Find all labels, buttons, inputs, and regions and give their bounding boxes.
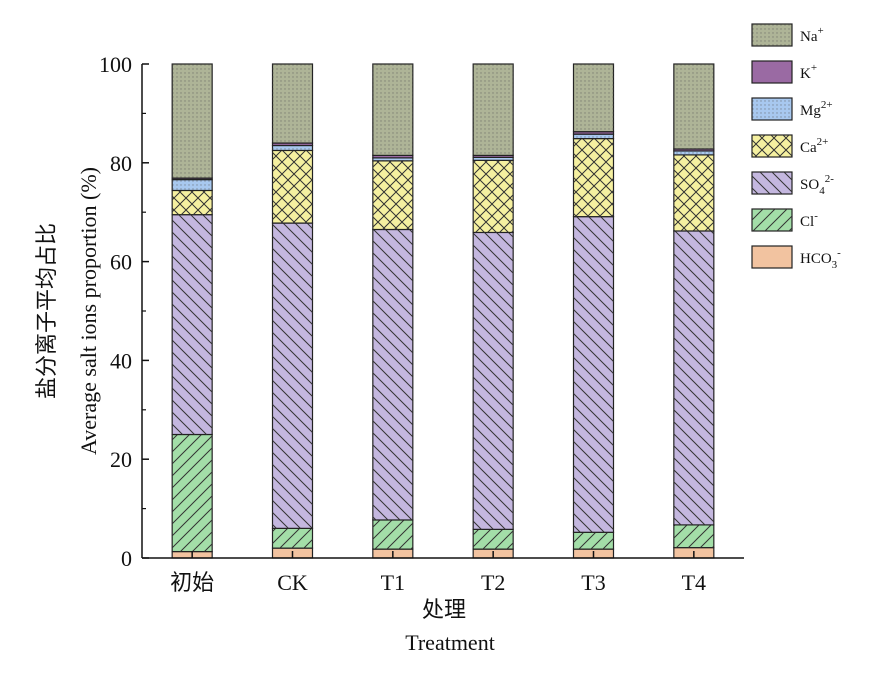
bar-1-cl <box>171 433 213 553</box>
y-axis: 0 20 40 60 80 100 <box>99 52 149 571</box>
y-axis-title-english: Average salt ions proportion (%) <box>76 167 101 455</box>
legend-label: Na+ <box>800 25 824 45</box>
bar-2-na <box>271 63 314 144</box>
legend-label: HCO3- <box>800 247 841 271</box>
y-tick-label: 100 <box>99 52 132 77</box>
bar-4-na <box>472 63 514 156</box>
x-axis-title-chinese: 处理 <box>422 597 466 622</box>
bar-2-ca2 <box>271 149 314 224</box>
legend-item-hco3: HCO3- <box>751 245 841 271</box>
bar-5-ca2 <box>572 137 615 218</box>
x-tick-label-6: T4 <box>682 570 706 595</box>
bar-6-na <box>673 63 715 150</box>
legend-item-so42: SO42- <box>751 171 834 197</box>
y-tick-label: 60 <box>110 250 132 275</box>
bar-5-na <box>572 63 615 133</box>
bar-6-so42 <box>673 230 715 526</box>
x-tick-label-1: 初始 <box>170 570 214 595</box>
legend-label: Mg2+ <box>800 99 833 119</box>
legend: Na+ K+ Mg2+ Ca2+ SO42- Cl- HCO3- <box>751 23 841 271</box>
x-tick-label-4: T2 <box>481 570 505 595</box>
bar-1-na <box>171 63 213 179</box>
legend-item-k: K+ <box>751 60 817 84</box>
legend-label: Ca2+ <box>800 136 828 156</box>
legend-item-ca2: Ca2+ <box>751 134 828 158</box>
bar-6-cl <box>673 524 715 549</box>
x-axis-title-english: Treatment <box>405 630 495 655</box>
bar-6-ca2 <box>673 154 715 232</box>
legend-item-mg2: Mg2+ <box>751 97 833 121</box>
bar-3-so42 <box>372 228 414 521</box>
legend-swatch <box>751 60 793 84</box>
y-axis-title-chinese: 盐分离子平均占比 <box>34 223 59 399</box>
bar-3-cl <box>372 519 414 550</box>
y-tick-label: 20 <box>110 447 132 472</box>
y-tick-label: 0 <box>121 546 132 571</box>
bars-group <box>171 63 715 559</box>
bar-4-cl <box>472 528 514 550</box>
bar-5-mg2 <box>572 133 615 140</box>
bar-3-na <box>372 63 414 156</box>
legend-label: Cl- <box>800 210 818 230</box>
bar-4-so42 <box>472 231 514 530</box>
bar-2-so42 <box>271 222 314 529</box>
bar-5-cl <box>572 531 615 550</box>
legend-swatch <box>751 245 793 269</box>
bar-2-cl <box>271 527 314 549</box>
bar-2-mg2 <box>271 144 314 152</box>
y-tick-label: 80 <box>110 151 132 176</box>
bar-1-mg2 <box>171 178 213 192</box>
legend-item-na: Na+ <box>751 23 824 47</box>
bar-5-so42 <box>572 216 615 533</box>
x-tick-label-2: CK <box>277 570 308 595</box>
bar-1-so42 <box>171 214 213 436</box>
bar-1-ca2 <box>171 189 213 216</box>
legend-label: K+ <box>800 62 817 82</box>
bar-3-ca2 <box>372 160 414 231</box>
x-axis: 初始 CK T1 T2 T3 T4 <box>142 551 744 595</box>
bar-4-ca2 <box>472 159 514 234</box>
y-tick-label: 40 <box>110 348 132 373</box>
legend-item-cl: Cl- <box>751 208 818 232</box>
x-tick-label-3: T1 <box>381 570 405 595</box>
legend-label: SO42- <box>800 173 834 197</box>
x-tick-label-5: T3 <box>581 570 605 595</box>
